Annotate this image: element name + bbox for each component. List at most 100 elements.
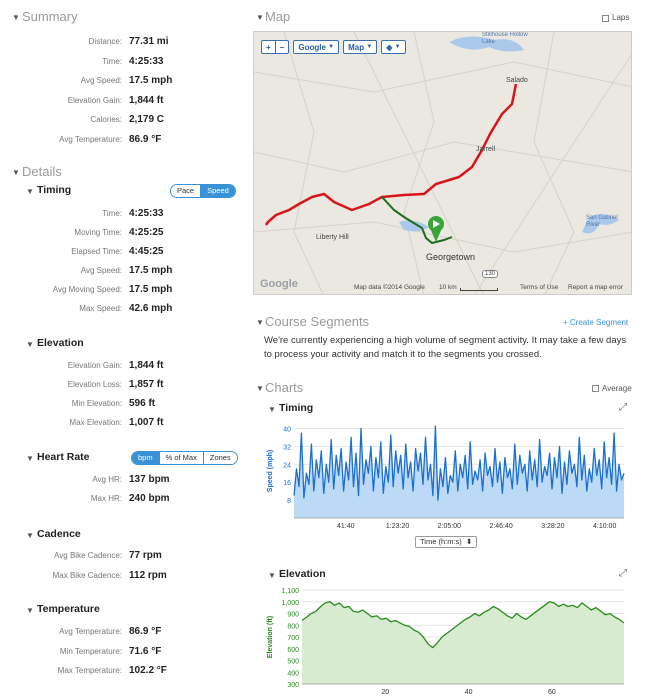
collapse-triangle-icon[interactable]: ▼ [12, 168, 20, 177]
collapse-triangle-icon[interactable]: ▼ [256, 318, 264, 327]
laps-checkbox[interactable] [602, 15, 609, 22]
unit-toggle: Pace Speed [170, 184, 236, 198]
stat-value: 112 rpm [129, 569, 167, 581]
toggle-option[interactable]: bpm [132, 452, 160, 464]
stat-value: 17.5 mph [129, 265, 173, 276]
stat-label: Elapsed Time: [71, 247, 122, 256]
expand-icon[interactable]: ⤢ [619, 402, 627, 413]
map-provider-select[interactable]: Google ▼ [293, 40, 340, 54]
stat-label: Max Speed: [79, 304, 122, 313]
y-tick-label: 40 [283, 426, 291, 433]
y-tick-label: 700 [287, 635, 299, 642]
collapse-triangle-icon[interactable]: ▼ [268, 571, 276, 580]
stat-label: Distance: [88, 37, 122, 46]
series-area [294, 426, 624, 518]
stat-value: 77 rpm [129, 550, 162, 561]
zoom-in-button[interactable]: + [261, 40, 276, 54]
map-scale: 10 km [439, 284, 457, 291]
x-axis-selector[interactable]: Time (h:m:s) ⬍ [415, 536, 478, 548]
stat-value: 1,844 ft [129, 360, 164, 371]
route-map[interactable]: + − Google ▼ Map ▼ ◈ ▼ Salado Jarrell Li… [253, 31, 632, 295]
map-place-liberty-hill: Liberty Hill [316, 234, 349, 241]
stat-value: 4:45:25 [129, 246, 164, 257]
stat-label: Avg Moving Speed: [52, 285, 122, 294]
toggle-option[interactable]: Speed [201, 185, 235, 197]
stat-label: Time: [102, 56, 122, 66]
toggle-option[interactable]: Zones [203, 452, 237, 464]
terms-link[interactable]: Terms of Use [520, 284, 559, 291]
y-tick-label: 32 [283, 444, 291, 451]
unit-toggle: bpm% of Max Zones [131, 451, 238, 465]
x-tick-label: 1:23:20 [386, 523, 409, 530]
collapse-triangle-icon[interactable]: ▼ [26, 606, 34, 615]
map-start-pin[interactable] [428, 216, 444, 242]
collapse-triangle-icon[interactable]: ▼ [26, 340, 34, 349]
details-group-title: Timing [37, 184, 72, 196]
report-map-error-link[interactable]: Report a map error [568, 284, 623, 291]
stat-value: 86.9 °F [129, 133, 162, 145]
collapse-triangle-icon[interactable]: ▼ [26, 454, 34, 463]
laps-label: Laps [612, 13, 630, 22]
segments-title: Course Segments [265, 314, 370, 329]
map-provider-label: Google [298, 42, 326, 52]
details-group-title: Cadence [37, 528, 81, 540]
x-tick-label: 2:05:00 [438, 523, 461, 530]
speed-chart: 8 16 24 32 40 41:40 1:23:20 2:05:00 2:46:40 3:28:… [267, 425, 625, 530]
stat-label: Avg Temperature: [59, 134, 122, 144]
y-axis-label: Elevation (ft) [267, 616, 274, 658]
stat-label: Time: [102, 209, 122, 218]
stat-label: Min Elevation: [71, 399, 122, 408]
expand-icon[interactable]: ⤢ [619, 568, 627, 579]
average-label: Average [602, 384, 632, 393]
summary-title: Summary [22, 9, 78, 24]
y-tick-label: 600 [287, 647, 299, 654]
y-tick-label: 300 [287, 682, 299, 689]
average-checkbox[interactable] [592, 385, 599, 392]
y-tick-label: 16 [283, 480, 291, 487]
toggle-option[interactable]: Pace [171, 185, 202, 197]
x-tick-label: 3:28:20 [541, 523, 564, 530]
y-tick-label: 500 [287, 659, 299, 666]
stat-value: 17.5 mph [129, 284, 173, 295]
map-place-georgetown: Georgetown [426, 252, 476, 262]
stat-value: 137 bpm [129, 474, 170, 485]
chevron-down-icon: ▼ [328, 44, 335, 50]
stat-label: Elevation Loss: [67, 380, 122, 389]
collapse-triangle-icon[interactable]: ▼ [12, 13, 20, 22]
map-data-credit: Map data ©2014 Google [354, 284, 425, 291]
collapse-triangle-icon[interactable]: ▼ [26, 531, 34, 540]
y-tick-label: 400 [287, 670, 299, 677]
y-tick-label: 1,000 [281, 600, 299, 607]
series-line [301, 601, 625, 649]
map-scale-bar [460, 288, 498, 291]
toggle-option[interactable]: % of Max [159, 452, 204, 464]
x-tick-label: 2:46:40 [489, 523, 512, 530]
stat-value: 4:25:25 [129, 227, 164, 238]
map-place-salado: Salado [506, 77, 528, 84]
summary-section: ▼ Summary Distance: 77.31 mi Time: 4:25:33 A… [0, 0, 240, 160]
stat-label: Moving Time: [74, 228, 122, 237]
stat-value: 4:25:33 [129, 208, 164, 219]
map-type-select[interactable]: Map ▼ [343, 40, 378, 54]
google-logo: Google [260, 278, 298, 290]
series-line [293, 425, 625, 501]
x-tick-label: 40 [465, 689, 473, 696]
map-layers-button[interactable]: ◈ ▼ [381, 40, 406, 54]
stat-label: Avg Temperature: [59, 627, 122, 636]
collapse-triangle-icon[interactable]: ▼ [268, 405, 276, 414]
stat-label: Elevation Gain: [67, 361, 122, 370]
segments-message: We're currently experiencing a high volu… [264, 335, 627, 360]
chevron-down-icon: ▼ [366, 44, 373, 50]
zoom-out-button[interactable]: − [275, 40, 290, 54]
collapse-triangle-icon[interactable]: ▼ [256, 13, 264, 22]
stat-value: 4:25:33 [129, 55, 164, 67]
stat-label: Max HR: [90, 494, 122, 503]
map-place-stillhouse: Stillhouse Hollow Lake [482, 32, 528, 45]
collapse-triangle-icon[interactable]: ▼ [256, 384, 264, 393]
stat-value: 86.9 °F [129, 626, 162, 637]
collapse-triangle-icon[interactable]: ▼ [26, 187, 34, 196]
stat-label: Max Temperature: [57, 666, 122, 675]
layers-icon: ◈ [386, 42, 393, 52]
details-group-title: Heart Rate [37, 451, 90, 463]
create-segment-link[interactable]: + Create Segment [563, 318, 629, 327]
